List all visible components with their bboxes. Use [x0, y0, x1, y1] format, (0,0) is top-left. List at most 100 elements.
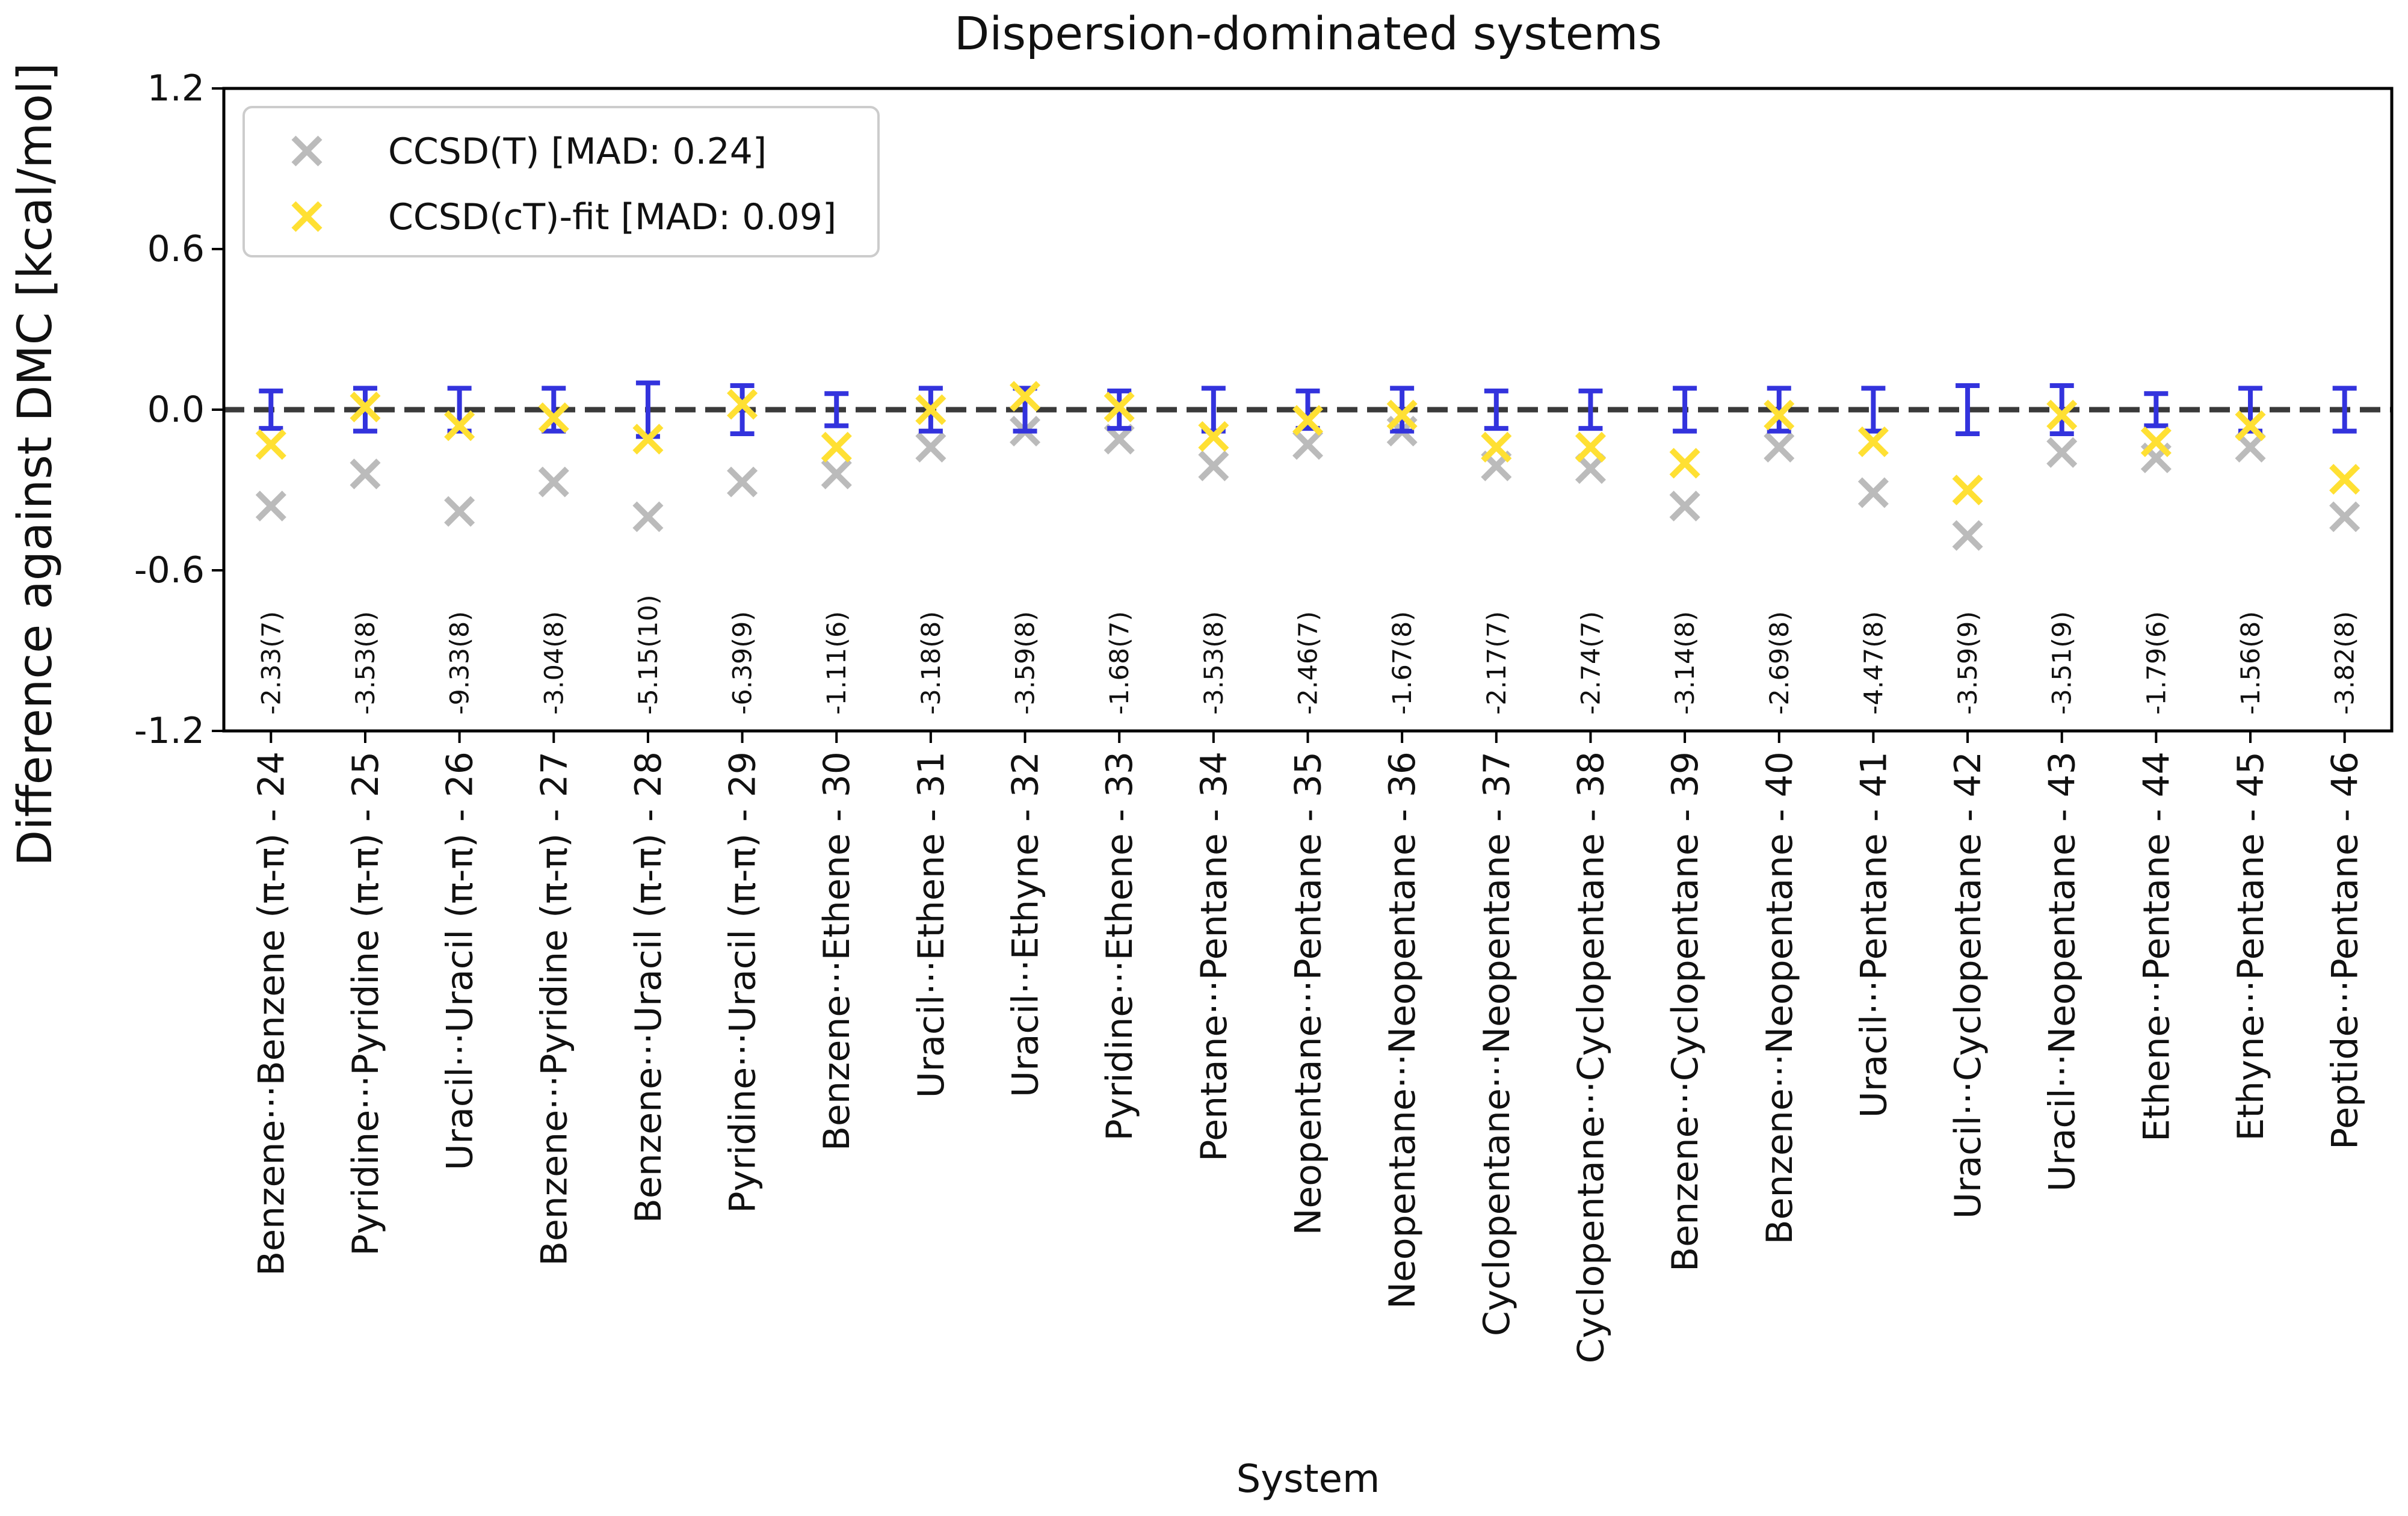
ccsdt-marker	[350, 458, 381, 490]
ccsdct-marker	[1857, 426, 1889, 457]
ccsdct-marker	[2046, 399, 2078, 431]
ccsdct-marker	[1575, 431, 1606, 463]
legend-frame	[242, 106, 880, 257]
ccsdct-marker	[632, 424, 664, 455]
ccsdct-marker	[1104, 392, 1135, 423]
dmc-value-label: -1.67(8)	[1388, 611, 1418, 715]
ccsdct-marker	[1010, 381, 1041, 412]
ccsdct-marker	[1292, 405, 1324, 436]
x-tick-label: Uracil···Ethyne - 32	[1005, 751, 1047, 1097]
x-tick-label: Benzene···Neopentane - 40	[1759, 751, 1801, 1245]
dmc-value-label: -3.82(8)	[2330, 611, 2360, 715]
dmc-value-label: -3.53(8)	[1199, 611, 1229, 715]
dmc-error-bar	[1956, 383, 1980, 437]
x-tick-label: Uracil···Uracil (π-π) - 26	[439, 751, 481, 1171]
dmc-value-label: -3.53(8)	[351, 611, 381, 715]
ccsdt-marker	[1198, 450, 1229, 481]
dmc-error-bar	[1578, 388, 1603, 431]
dmc-value-label: -9.33(8)	[445, 611, 475, 715]
legend-ccsdt-marker	[291, 135, 323, 167]
ccsdct-marker	[821, 431, 852, 463]
ccsdt-marker	[2329, 501, 2360, 532]
x-tick-label: Benzene···Cyclopentane - 39	[1664, 751, 1706, 1272]
dmc-value-label: -1.79(6)	[2141, 611, 2172, 715]
x-tick-label: Pentane···Pentane - 34	[1193, 751, 1235, 1162]
ccsdct-marker	[444, 410, 475, 442]
ccsdct-marker	[2235, 410, 2266, 442]
ccsdt-marker	[1764, 431, 1795, 463]
x-tick-label: Neopentane···Neopentane - 36	[1382, 751, 1424, 1309]
ccsdt-marker	[1292, 429, 1324, 460]
y-tick-label: -0.6	[134, 549, 205, 591]
x-tick-label: Uracil···Ethene - 31	[910, 751, 952, 1098]
dmc-error-bar	[730, 383, 755, 437]
x-tick-label: Ethene···Pentane - 44	[2135, 751, 2178, 1142]
dmc-error-bar	[259, 388, 283, 431]
x-tick-label: Cyclopentane···Neopentane - 37	[1476, 751, 1518, 1336]
ccsdct-marker	[2140, 426, 2172, 457]
ccsdt-marker	[2046, 437, 2078, 468]
x-tick-label: Benzene···Benzene (π-π) - 24	[250, 751, 292, 1276]
ccsdct-marker	[2329, 464, 2360, 495]
x-tick-label: Uracil···Cyclopentane - 42	[1947, 751, 1989, 1219]
dmc-error-bar	[542, 386, 566, 434]
dmc-error-bar	[824, 391, 849, 428]
dmc-value-label: -6.39(9)	[728, 611, 758, 715]
ccsdct-marker	[1764, 399, 1795, 431]
x-tick-label: Uracil···Neopentane - 43	[2042, 751, 2084, 1192]
ccsdt-marker	[255, 490, 286, 522]
x-tick-label: Ethyne···Pentane - 45	[2230, 751, 2272, 1141]
ccsdt-marker	[538, 466, 569, 498]
dmc-value-label: -3.59(8)	[1011, 611, 1041, 715]
y-tick-label: 1.2	[147, 67, 205, 109]
x-tick-label: Cyclopentane···Cyclopentane - 38	[1570, 751, 1612, 1363]
ccsdct-marker	[538, 402, 569, 433]
ccsdt-marker	[1857, 477, 1889, 508]
legend-ccsdct-label: CCSD(cT)-fit [MAD: 0.09]	[388, 196, 836, 238]
dmc-value-label: -2.46(7)	[1294, 611, 1324, 715]
ccsdt-marker	[727, 466, 758, 498]
dmc-error-bar	[1767, 386, 1791, 434]
x-tick-label: Uracil···Pentane - 41	[1853, 751, 1895, 1118]
ccsdt-marker	[821, 458, 852, 490]
ccsdt-marker	[632, 501, 664, 532]
dmc-value-label: -1.56(8)	[2236, 611, 2266, 715]
ccsdct-marker	[255, 429, 286, 460]
ccsdt-marker	[1669, 490, 1700, 522]
dmc-value-label: -2.17(7)	[1482, 611, 1512, 715]
y-axis-label: Difference against DMC [kcal/mol]	[8, 63, 63, 866]
dmc-value-label: -1.68(7)	[1105, 611, 1135, 715]
legend-ccsdct-marker	[291, 201, 323, 232]
x-tick-label: Benzene···Pyridine (π-π) - 27	[533, 751, 575, 1266]
dmc-value-label: -3.18(8)	[916, 611, 946, 715]
dmc-value-label: -1.11(6)	[822, 611, 852, 715]
ccsdct-marker	[915, 394, 946, 425]
x-tick-label: Benzene···Uracil (π-π) - 28	[628, 751, 670, 1223]
legend-ccsdt-label: CCSD(T) [MAD: 0.24]	[388, 131, 767, 173]
y-tick-label: -1.2	[134, 710, 205, 752]
y-tick-label: 0.0	[147, 389, 205, 431]
ccsdct-marker	[350, 392, 381, 423]
dmc-error-bar	[2144, 391, 2169, 428]
x-tick-label: Pyridine···Uracil (π-π) - 29	[722, 751, 764, 1213]
plot-area: 1.2 0.6 0.0 -0.6 -1.2 -2.33(7) -3.53(8) -9.33(8…	[134, 67, 2392, 752]
chart-title: Dispersion-dominated systems	[954, 7, 1662, 60]
dmc-error-bar	[2332, 386, 2357, 434]
dmc-value-label: -3.59(9)	[1953, 611, 1983, 715]
ccsdct-marker	[1481, 431, 1512, 463]
dmc-error-bar	[1390, 386, 1415, 434]
ccsdct-marker	[1386, 399, 1418, 431]
ccsdt-marker	[915, 431, 946, 463]
ccsdct-marker	[727, 389, 758, 420]
dmc-value-label: -2.74(7)	[1576, 611, 1606, 715]
dmc-value-label: -3.51(9)	[2048, 611, 2078, 715]
dmc-error-bar	[2049, 383, 2074, 437]
x-tick-label: Peptide···Pentane - 46	[2324, 751, 2366, 1150]
x-tick-label: Neopentane···Pentane - 35	[1288, 751, 1330, 1235]
dmc-value-label: -3.04(8)	[539, 611, 569, 715]
ccsdct-marker	[1669, 448, 1700, 479]
y-tick-label: 0.6	[147, 228, 205, 270]
ccsdt-marker	[444, 496, 475, 527]
ccsdct-marker	[1198, 421, 1229, 452]
